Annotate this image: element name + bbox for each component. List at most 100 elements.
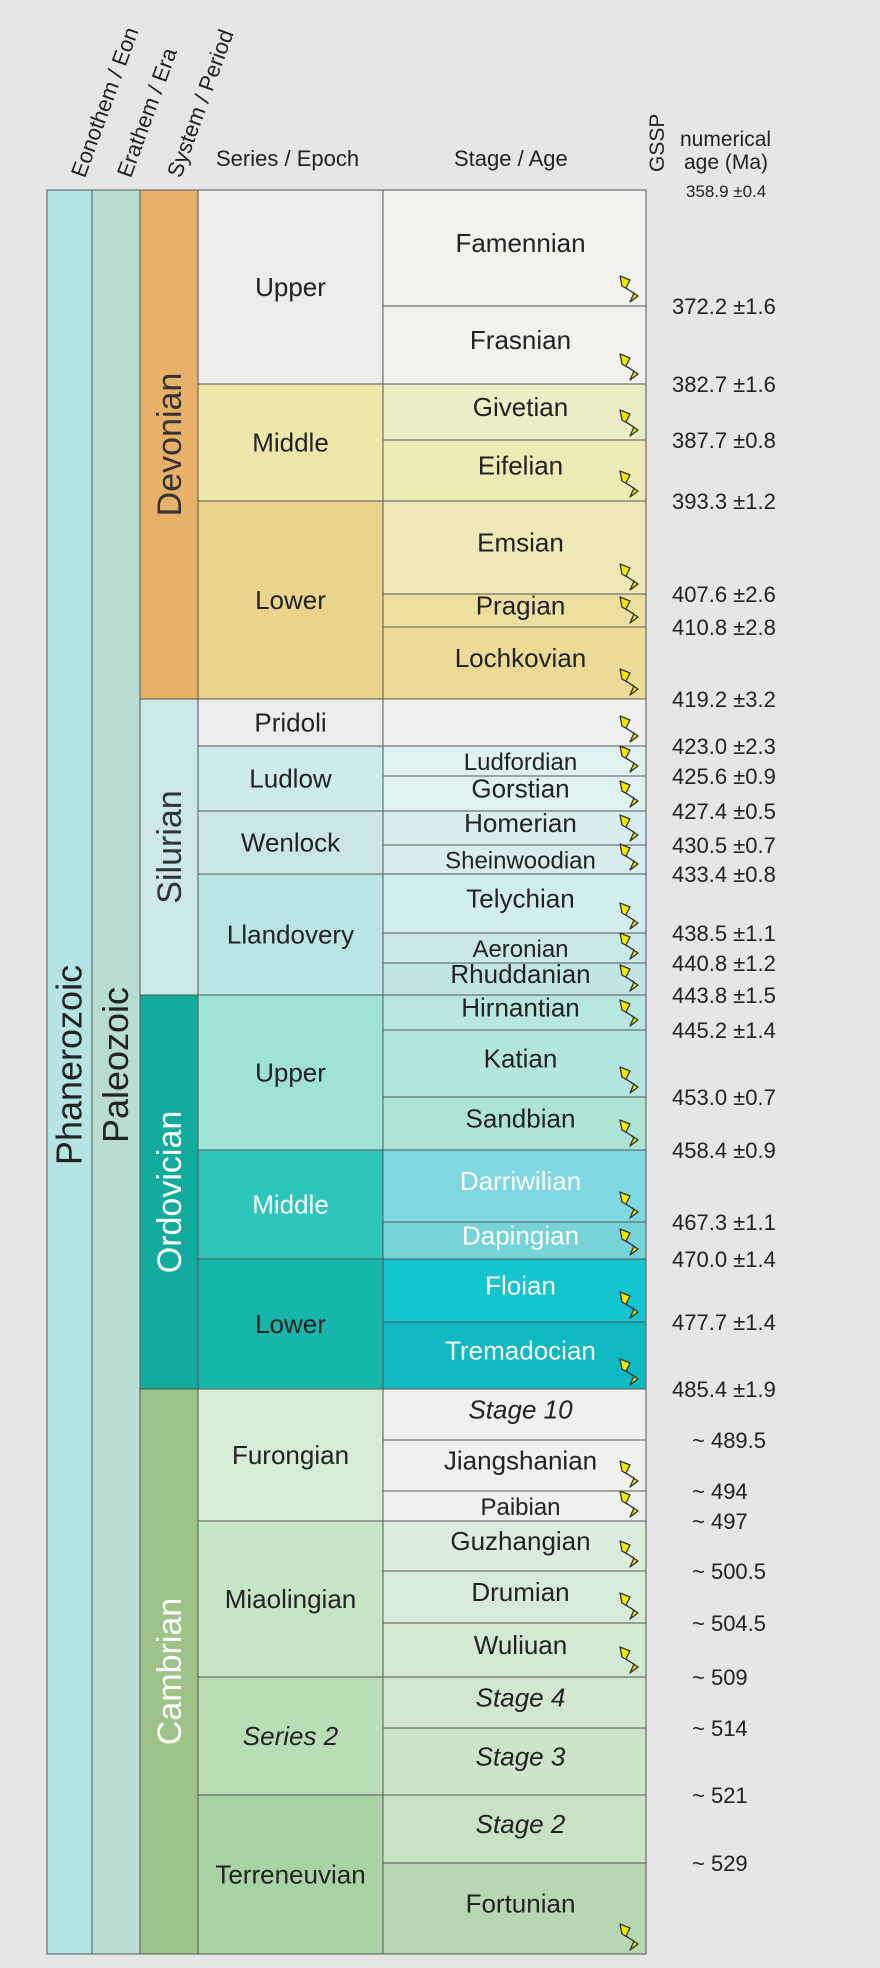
stage-label: Drumian <box>471 1577 569 1607</box>
gssp-spike-icon <box>619 668 639 696</box>
numerical-age: 467.3 ±1.1 <box>672 1210 776 1235</box>
numerical-age: 477.7 ±1.4 <box>672 1310 776 1335</box>
stage-label: Homerian <box>464 808 577 838</box>
series-label: Upper <box>255 1058 326 1088</box>
numerical-age: 430.5 ±0.7 <box>672 833 776 858</box>
gssp-spike-icon <box>619 1066 639 1094</box>
stage-block <box>382 745 647 777</box>
numerical-age: 410.8 ±2.8 <box>672 615 776 640</box>
numerical-age: ~ 514 <box>692 1716 748 1741</box>
numerical-age: 438.5 ±1.1 <box>672 921 776 946</box>
stage-block <box>382 1520 647 1572</box>
stage-label: Emsian <box>477 528 564 558</box>
stage-block <box>382 1794 647 1864</box>
stage-block <box>382 1439 647 1492</box>
stage-label: Sandbian <box>466 1104 576 1134</box>
stage-block <box>382 189 647 307</box>
eon-block <box>46 189 93 1955</box>
series-label: Lower <box>255 585 326 615</box>
numerical-age: 440.8 ±1.2 <box>672 951 776 976</box>
gssp-spike-icon <box>619 1540 639 1568</box>
stage-block <box>382 1096 647 1151</box>
stage-label: Pragian <box>476 591 566 621</box>
gssp-spike-icon <box>619 1291 639 1319</box>
numerical-age: 423.0 ±2.3 <box>672 734 776 759</box>
gssp-spike-icon <box>619 1923 639 1951</box>
header-stage: Stage / Age <box>454 146 568 171</box>
stage-label: Stage 3 <box>476 1742 566 1772</box>
series-label: Pridoli <box>254 708 326 738</box>
series-block <box>197 698 384 747</box>
series-label: Miaolingian <box>225 1584 357 1614</box>
series-block <box>197 810 384 875</box>
series-block <box>197 1520 384 1678</box>
numerical-age: 419.2 ±3.2 <box>672 687 776 712</box>
series-block <box>197 873 384 996</box>
stage-block <box>382 1490 647 1522</box>
gssp-spike-icon <box>619 275 639 303</box>
gssp-spike-icon <box>619 1592 639 1620</box>
stage-label: Stage 2 <box>476 1809 566 1839</box>
stage-label: Rhuddanian <box>450 959 590 989</box>
eon-label: Phanerozoic <box>49 965 90 1165</box>
stage-block <box>382 439 647 502</box>
stage-block <box>382 962 647 996</box>
header-series: Series / Epoch <box>216 146 360 171</box>
numerical-age: 387.7 ±0.8 <box>672 428 776 453</box>
period-block <box>139 994 199 1390</box>
gssp-spike-icon <box>619 745 639 773</box>
stage-block <box>382 593 647 628</box>
series-label: Middle <box>252 428 329 458</box>
stage-block <box>382 383 647 441</box>
gssp-spike-icon <box>619 1191 639 1219</box>
stage-label: Sheinwoodian <box>445 848 596 875</box>
gssp-spike-icon <box>619 932 639 960</box>
stage-block <box>382 1029 647 1098</box>
gssp-spike-icon <box>619 964 639 992</box>
series-block <box>197 1676 384 1796</box>
numerical-age: ~ 521 <box>692 1783 748 1808</box>
stage-label: Eifelian <box>478 451 563 481</box>
period-label: Silurian <box>151 790 189 903</box>
stage-block <box>382 500 647 595</box>
stage-label: Katian <box>484 1044 558 1074</box>
gssp-spike-icon <box>619 715 639 743</box>
stage-block <box>382 1727 647 1796</box>
stage-label: Guzhangian <box>450 1526 590 1556</box>
series-block <box>197 189 384 385</box>
numerical-age: 433.4 ±0.8 <box>672 862 776 887</box>
gssp-spike-icon <box>619 999 639 1027</box>
series-label: Lower <box>255 1309 326 1339</box>
stage-label: Paibian <box>480 1494 560 1521</box>
numerical-age: ~ 500.5 <box>692 1559 766 1584</box>
numerical-age: 382.7 ±1.6 <box>672 372 776 397</box>
numerical-age: 407.6 ±2.6 <box>672 582 776 607</box>
header-numerical-line2: age (Ma) <box>684 151 769 174</box>
series-label: Wenlock <box>241 828 341 858</box>
period-label: Cambrian <box>151 1598 189 1745</box>
stage-label: Telychian <box>466 884 574 914</box>
stage-block <box>382 844 647 875</box>
era-block <box>91 189 141 1955</box>
gssp-spike-icon <box>619 1646 639 1674</box>
gssp-spike-icon <box>619 1490 639 1518</box>
gssp-spike-icon <box>619 596 639 624</box>
series-label: Series 2 <box>243 1721 339 1751</box>
gssp-spike-icon <box>619 902 639 930</box>
numerical-age: 485.4 ±1.9 <box>672 1377 776 1402</box>
series-label: Ludlow <box>249 764 332 794</box>
series-block <box>197 500 384 700</box>
stage-block <box>382 1570 647 1624</box>
stage-label: Tremadocian <box>445 1336 596 1366</box>
header-top-age: 358.9 ±0.4 <box>686 182 767 201</box>
gssp-spike-icon <box>619 1460 639 1488</box>
gssp-spike-icon <box>619 843 639 871</box>
stage-label: Stage 4 <box>476 1683 566 1713</box>
header-numerical-line1: numerical <box>680 128 772 151</box>
gssp-spike-icon <box>619 1119 639 1147</box>
stage-block <box>382 698 647 747</box>
numerical-age: 443.8 ±1.5 <box>672 983 776 1008</box>
stage-label: Dapingian <box>462 1221 579 1251</box>
series-block <box>197 1258 384 1390</box>
stage-block <box>382 305 647 385</box>
